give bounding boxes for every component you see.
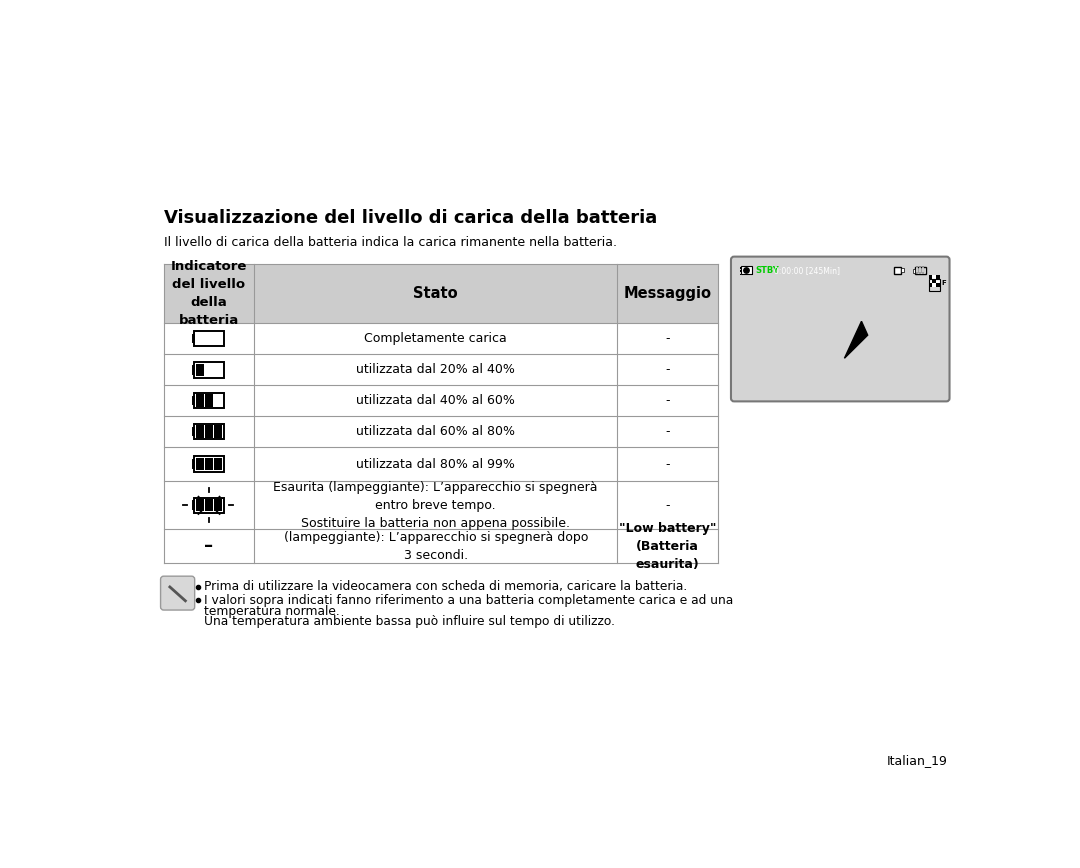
Bar: [929, 283, 932, 286]
Bar: [194, 362, 224, 378]
Bar: [929, 279, 941, 291]
Text: "Low battery"
(Batteria
esaurita): "Low battery" (Batteria esaurita): [619, 522, 716, 570]
Text: Stato: Stato: [414, 286, 458, 301]
Bar: [195, 394, 204, 407]
Bar: [194, 424, 224, 439]
Text: Una temperatura ambiente bassa può influire sul tempo di utilizzo.: Una temperatura ambiente bassa può influ…: [204, 615, 615, 628]
Bar: [215, 394, 222, 407]
Text: utilizzata dal 40% al 60%: utilizzata dal 40% al 60%: [356, 394, 515, 407]
Text: Prima di utilizzare la videocamera con scheda di memoria, caricare la batteria.: Prima di utilizzare la videocamera con s…: [204, 581, 687, 594]
Bar: [932, 283, 936, 286]
Bar: [192, 460, 194, 468]
Bar: [936, 275, 941, 279]
Bar: [194, 331, 224, 346]
Text: Il livello di carica della batteria indica la carica rimanente nella batteria.: Il livello di carica della batteria indi…: [164, 236, 617, 249]
Bar: [215, 458, 222, 470]
Bar: [205, 332, 213, 345]
Bar: [936, 279, 941, 283]
Bar: [192, 428, 194, 435]
Text: -: -: [665, 425, 670, 438]
Text: Messaggio: Messaggio: [623, 286, 712, 301]
Text: I valori sopra indicati fanno riferimento a una batteria completamente carica e : I valori sopra indicati fanno riferiment…: [204, 594, 733, 607]
Text: Esaurita (lampeggiante): L’apparecchio si spegnerà
entro breve tempo.
Sostituire: Esaurita (lampeggiante): L’apparecchio s…: [273, 481, 598, 529]
Circle shape: [744, 268, 750, 273]
Bar: [164, 265, 718, 323]
Bar: [741, 266, 752, 274]
Bar: [194, 457, 224, 472]
Text: 0:00:00 [245Min]: 0:00:00 [245Min]: [774, 266, 840, 275]
Text: -: -: [665, 364, 670, 377]
Bar: [894, 266, 902, 273]
Text: utilizzata dal 60% al 80%: utilizzata dal 60% al 80%: [356, 425, 515, 438]
Text: Completamente carica: Completamente carica: [364, 332, 508, 345]
Text: Indicatore
del livello
della
batteria: Indicatore del livello della batteria: [171, 260, 247, 327]
Bar: [902, 268, 904, 272]
Bar: [752, 271, 754, 272]
Bar: [195, 458, 204, 470]
Bar: [195, 364, 204, 376]
Bar: [194, 393, 224, 408]
Bar: [205, 499, 213, 511]
Bar: [913, 269, 916, 273]
FancyBboxPatch shape: [731, 257, 949, 401]
Bar: [194, 497, 224, 513]
Bar: [752, 273, 754, 275]
Bar: [195, 499, 204, 511]
Bar: [192, 502, 194, 510]
Text: F: F: [941, 279, 946, 286]
Bar: [195, 425, 204, 437]
Bar: [215, 499, 222, 511]
Bar: [205, 364, 213, 376]
Polygon shape: [845, 321, 867, 358]
Bar: [740, 267, 741, 269]
Text: -: -: [665, 332, 670, 345]
Bar: [922, 267, 924, 273]
Bar: [752, 267, 754, 269]
Bar: [192, 366, 194, 373]
Bar: [215, 364, 222, 376]
Bar: [215, 425, 222, 437]
Bar: [195, 332, 204, 345]
Bar: [215, 332, 222, 345]
Text: temperatura normale.: temperatura normale.: [204, 605, 340, 618]
Bar: [205, 425, 213, 437]
Bar: [916, 266, 927, 273]
Bar: [929, 275, 932, 279]
Bar: [192, 335, 194, 343]
Text: utilizzata dal 80% al 99%: utilizzata dal 80% al 99%: [356, 457, 515, 470]
Bar: [740, 271, 741, 272]
Bar: [936, 283, 941, 286]
Bar: [932, 279, 936, 283]
Text: Visualizzazione del livello di carica della batteria: Visualizzazione del livello di carica de…: [164, 209, 657, 227]
Text: (lampeggiante): L’apparecchio si spegnerà dopo
3 secondi.: (lampeggiante): L’apparecchio si spegner…: [284, 530, 588, 562]
Text: –: –: [204, 537, 214, 556]
Text: -: -: [665, 394, 670, 407]
Bar: [916, 267, 918, 273]
Text: utilizzata dal 20% al 40%: utilizzata dal 20% al 40%: [356, 364, 515, 377]
Bar: [740, 273, 741, 275]
Bar: [932, 275, 936, 279]
Text: Italian_19: Italian_19: [887, 754, 947, 767]
FancyBboxPatch shape: [161, 576, 194, 610]
Bar: [929, 279, 932, 283]
Bar: [192, 397, 194, 404]
Bar: [919, 267, 921, 273]
Bar: [205, 394, 213, 407]
Text: -: -: [665, 457, 670, 470]
Bar: [205, 458, 213, 470]
Text: STBY: STBY: [756, 266, 780, 275]
Text: -: -: [665, 499, 670, 512]
